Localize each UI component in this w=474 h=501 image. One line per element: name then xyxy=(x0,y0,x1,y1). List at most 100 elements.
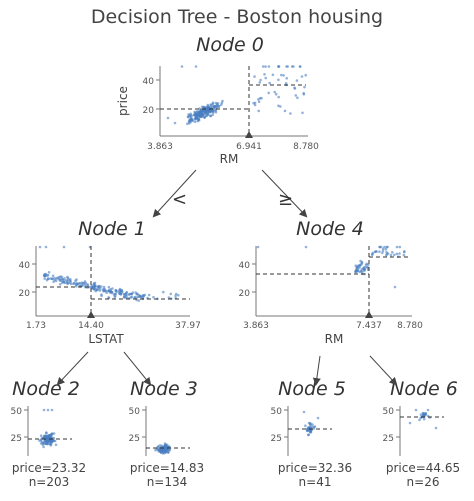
scatter-point xyxy=(205,113,208,116)
node-3-ytick-50: 50 xyxy=(129,407,141,417)
scatter-point xyxy=(80,283,84,286)
scatter-point xyxy=(147,293,151,297)
node-5-plot: 50 25 xyxy=(271,406,332,456)
scatter-point xyxy=(80,281,84,285)
scatter-point xyxy=(152,295,155,299)
node-4-ytick-40: 40 xyxy=(239,261,251,271)
scatter-point xyxy=(45,431,48,435)
scatter-point xyxy=(118,287,122,291)
scatter-point xyxy=(114,289,118,293)
scatter-point xyxy=(203,116,206,119)
node-0-xmax: 8.780 xyxy=(293,142,319,152)
node-4-split-value: 7.437 xyxy=(356,321,382,331)
node-5-title: Node 5 xyxy=(278,378,346,400)
edge-right-label: ≥ xyxy=(278,189,293,210)
scatter-point xyxy=(408,421,412,425)
scatter-point xyxy=(309,430,313,434)
node-2-points xyxy=(38,408,58,449)
scatter-point xyxy=(92,287,96,291)
scatter-point xyxy=(363,269,366,272)
node-5-count: n=41 xyxy=(298,475,332,489)
scatter-point xyxy=(122,295,126,299)
scatter-point xyxy=(54,443,58,447)
node-4-xlabel: RM xyxy=(325,332,344,346)
scatter-point xyxy=(177,293,180,297)
scatter-point xyxy=(135,296,139,299)
node-1-ytick-20: 20 xyxy=(19,289,31,299)
scatter-point xyxy=(359,259,362,263)
node-0-plot: 40 20 price 3.863 6.941 8.780 RM xyxy=(116,65,319,166)
scatter-point xyxy=(304,73,308,77)
scatter-point xyxy=(211,113,214,116)
scatter-point xyxy=(199,114,202,118)
scatter-point xyxy=(384,247,388,251)
node-2-ytick-50: 50 xyxy=(11,407,23,417)
scatter-point xyxy=(196,113,199,116)
scatter-point xyxy=(186,122,189,126)
scatter-point xyxy=(375,250,378,253)
node-1-plot: 40 20 1.73 14.40 37.97 LSTAT xyxy=(19,245,201,346)
scatter-point xyxy=(194,116,197,120)
scatter-point xyxy=(96,285,99,289)
scatter-point xyxy=(395,252,399,256)
scatter-point xyxy=(391,251,394,254)
scatter-point xyxy=(86,283,90,286)
scatter-point xyxy=(295,79,299,82)
node-5-ytick-50: 50 xyxy=(271,407,283,417)
scatter-point xyxy=(94,289,97,293)
scatter-point xyxy=(204,106,208,109)
node-1-points xyxy=(38,245,180,302)
scatter-point xyxy=(260,97,263,100)
scatter-point xyxy=(257,100,261,103)
scatter-point xyxy=(313,425,317,428)
scatter-point xyxy=(309,422,312,425)
scatter-point xyxy=(130,295,134,299)
node-2-count: n=203 xyxy=(28,475,70,489)
edge-4-to-6 xyxy=(369,355,398,386)
scatter-point xyxy=(44,440,47,443)
scatter-point xyxy=(44,245,48,249)
scatter-point xyxy=(393,253,396,257)
node-6-ytick-50: 50 xyxy=(383,407,395,417)
scatter-point xyxy=(169,292,173,296)
scatter-point xyxy=(256,245,260,249)
scatter-point xyxy=(366,266,370,269)
scatter-point xyxy=(122,293,126,296)
scatter-point xyxy=(100,294,103,298)
scatter-point xyxy=(424,412,428,416)
scatter-point xyxy=(187,113,190,116)
scatter-point xyxy=(300,75,304,78)
scatter-point xyxy=(193,113,197,117)
node-1-xlabel: LSTAT xyxy=(88,332,124,346)
scatter-point xyxy=(289,112,292,115)
scatter-point xyxy=(58,283,62,286)
scatter-point xyxy=(381,251,384,255)
scatter-point xyxy=(61,281,64,284)
scatter-point xyxy=(209,114,212,118)
scatter-point xyxy=(190,115,193,119)
scatter-point xyxy=(70,282,73,286)
scatter-point xyxy=(65,281,69,284)
scatter-point xyxy=(47,271,51,274)
node-0-split-value: 6.941 xyxy=(236,142,262,152)
scatter-point xyxy=(206,110,209,113)
scatter-point xyxy=(174,294,177,298)
scatter-point xyxy=(90,285,94,289)
scatter-point xyxy=(393,285,397,289)
node-4-points xyxy=(256,245,406,289)
node-3-price: price=14.83 xyxy=(129,461,205,475)
node-0-split-marker xyxy=(245,131,253,138)
scatter-point xyxy=(304,424,307,428)
scatter-point xyxy=(45,278,49,282)
edge-1-to-3 xyxy=(123,351,152,386)
scatter-point xyxy=(271,73,275,77)
scatter-point xyxy=(77,282,81,285)
node-1-xmax: 37.97 xyxy=(175,321,201,331)
node-3-ytick-25: 25 xyxy=(129,434,140,444)
scatter-point xyxy=(277,65,281,68)
scatter-point xyxy=(139,295,142,298)
scatter-point xyxy=(47,438,50,441)
scatter-point xyxy=(364,263,368,267)
scatter-point xyxy=(166,116,170,120)
scatter-point xyxy=(75,278,78,281)
